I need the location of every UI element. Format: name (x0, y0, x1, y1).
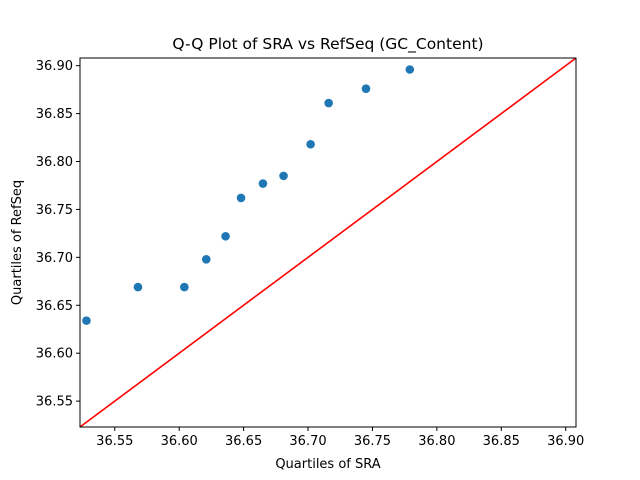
qq-point (279, 171, 288, 181)
x-tick-label: 36.60 (161, 434, 198, 449)
plot-frame (79, 57, 577, 428)
x-tick-label: 36.90 (547, 434, 584, 449)
x-tick-label: 36.70 (289, 434, 326, 449)
y-tick-label: 36.60 (36, 347, 73, 362)
x-axis-ticks: 36.55 36.60 36.65 36.70 36.75 36.80 36.85 36.90 (96, 427, 584, 449)
x-tick-label: 36.80 (418, 434, 455, 449)
qq-point (324, 98, 333, 108)
qq-point (405, 65, 415, 74)
reference-line-layer (79, 57, 577, 428)
y-axis-label: Quartiles of RefSeq (10, 180, 25, 305)
x-tick-label: 36.75 (354, 434, 391, 449)
qq-point (133, 282, 143, 292)
qq-point (361, 84, 371, 93)
qq-point (201, 254, 211, 264)
y-axis-ticks: 36.55 36.60 36.65 36.70 36.75 36.80 36.85 36.90 (36, 59, 80, 410)
chart-title: Q-Q Plot of SRA vs RefSeq (GC_Content) (172, 35, 483, 54)
x-tick-label: 36.85 (483, 434, 520, 449)
x-tick-label: 36.65 (225, 434, 262, 449)
qq-point (236, 193, 246, 203)
qq-point (82, 316, 91, 325)
x-tick-label: 36.55 (96, 434, 133, 449)
y-tick-label: 36.55 (36, 395, 73, 410)
x-axis-label: Quartiles of SRA (275, 457, 380, 472)
qq-point (258, 179, 268, 188)
y-tick-label: 36.85 (36, 107, 73, 122)
qq-point (306, 139, 315, 149)
y-tick-label: 36.90 (36, 59, 73, 74)
y-tick-label: 36.80 (36, 155, 73, 170)
qq-point (221, 231, 230, 241)
points-layer (82, 65, 415, 325)
y-tick-label: 36.75 (36, 203, 73, 218)
plot-area (79, 57, 577, 428)
qq-point (180, 282, 189, 292)
y-tick-label: 36.65 (36, 299, 73, 314)
y-tick-label: 36.70 (36, 251, 73, 266)
reference-line (79, 57, 577, 428)
